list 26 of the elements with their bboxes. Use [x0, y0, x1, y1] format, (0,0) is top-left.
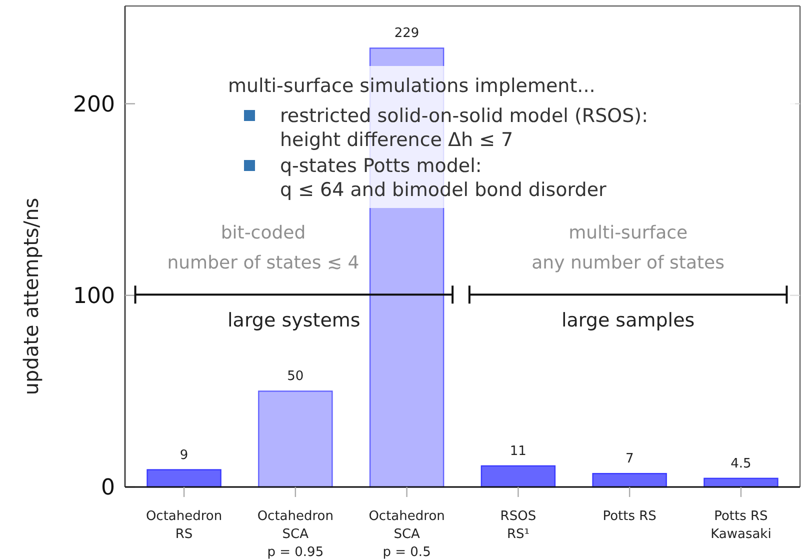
data-label: 50 [287, 369, 304, 384]
annotation: bit-coded number of states ≲ 4 [167, 222, 360, 274]
y-tick-label: 0 [101, 476, 115, 501]
data-label: 11 [510, 444, 526, 459]
annotation: large samples [561, 310, 695, 332]
x-tick-label: Octahedron SCA p = 0.5 [368, 509, 445, 560]
data-label: 7 [625, 452, 634, 467]
x-tick-label: Octahedron SCA p = 0.95 [257, 509, 334, 560]
annotation: q-states Potts model: q ≤ 64 and bimodel bond disorder [280, 155, 607, 201]
x-tick-label: Potts RS Kawasaki [710, 509, 772, 542]
data-label: 229 [394, 26, 420, 42]
data-label: 4.5 [730, 456, 752, 472]
bar [480, 465, 556, 488]
x-tick-label: Octahedron RS [146, 509, 222, 542]
x-tick-label: Potts RS [602, 509, 656, 524]
bar [146, 469, 222, 488]
bar [258, 390, 333, 488]
annotation: large systems [228, 310, 360, 332]
y-axis-title: update attempts/ns [19, 198, 43, 396]
bar [592, 472, 667, 488]
y-tick-label: 200 [73, 92, 115, 118]
data-label: 9 [180, 448, 188, 463]
y-tick-label: 100 [73, 284, 115, 310]
annotation: multi-surface simulations implement... [228, 75, 596, 97]
x-tick-label: RSOS RS¹ [500, 509, 536, 542]
annotation: multi-surface any number of states [532, 222, 724, 274]
